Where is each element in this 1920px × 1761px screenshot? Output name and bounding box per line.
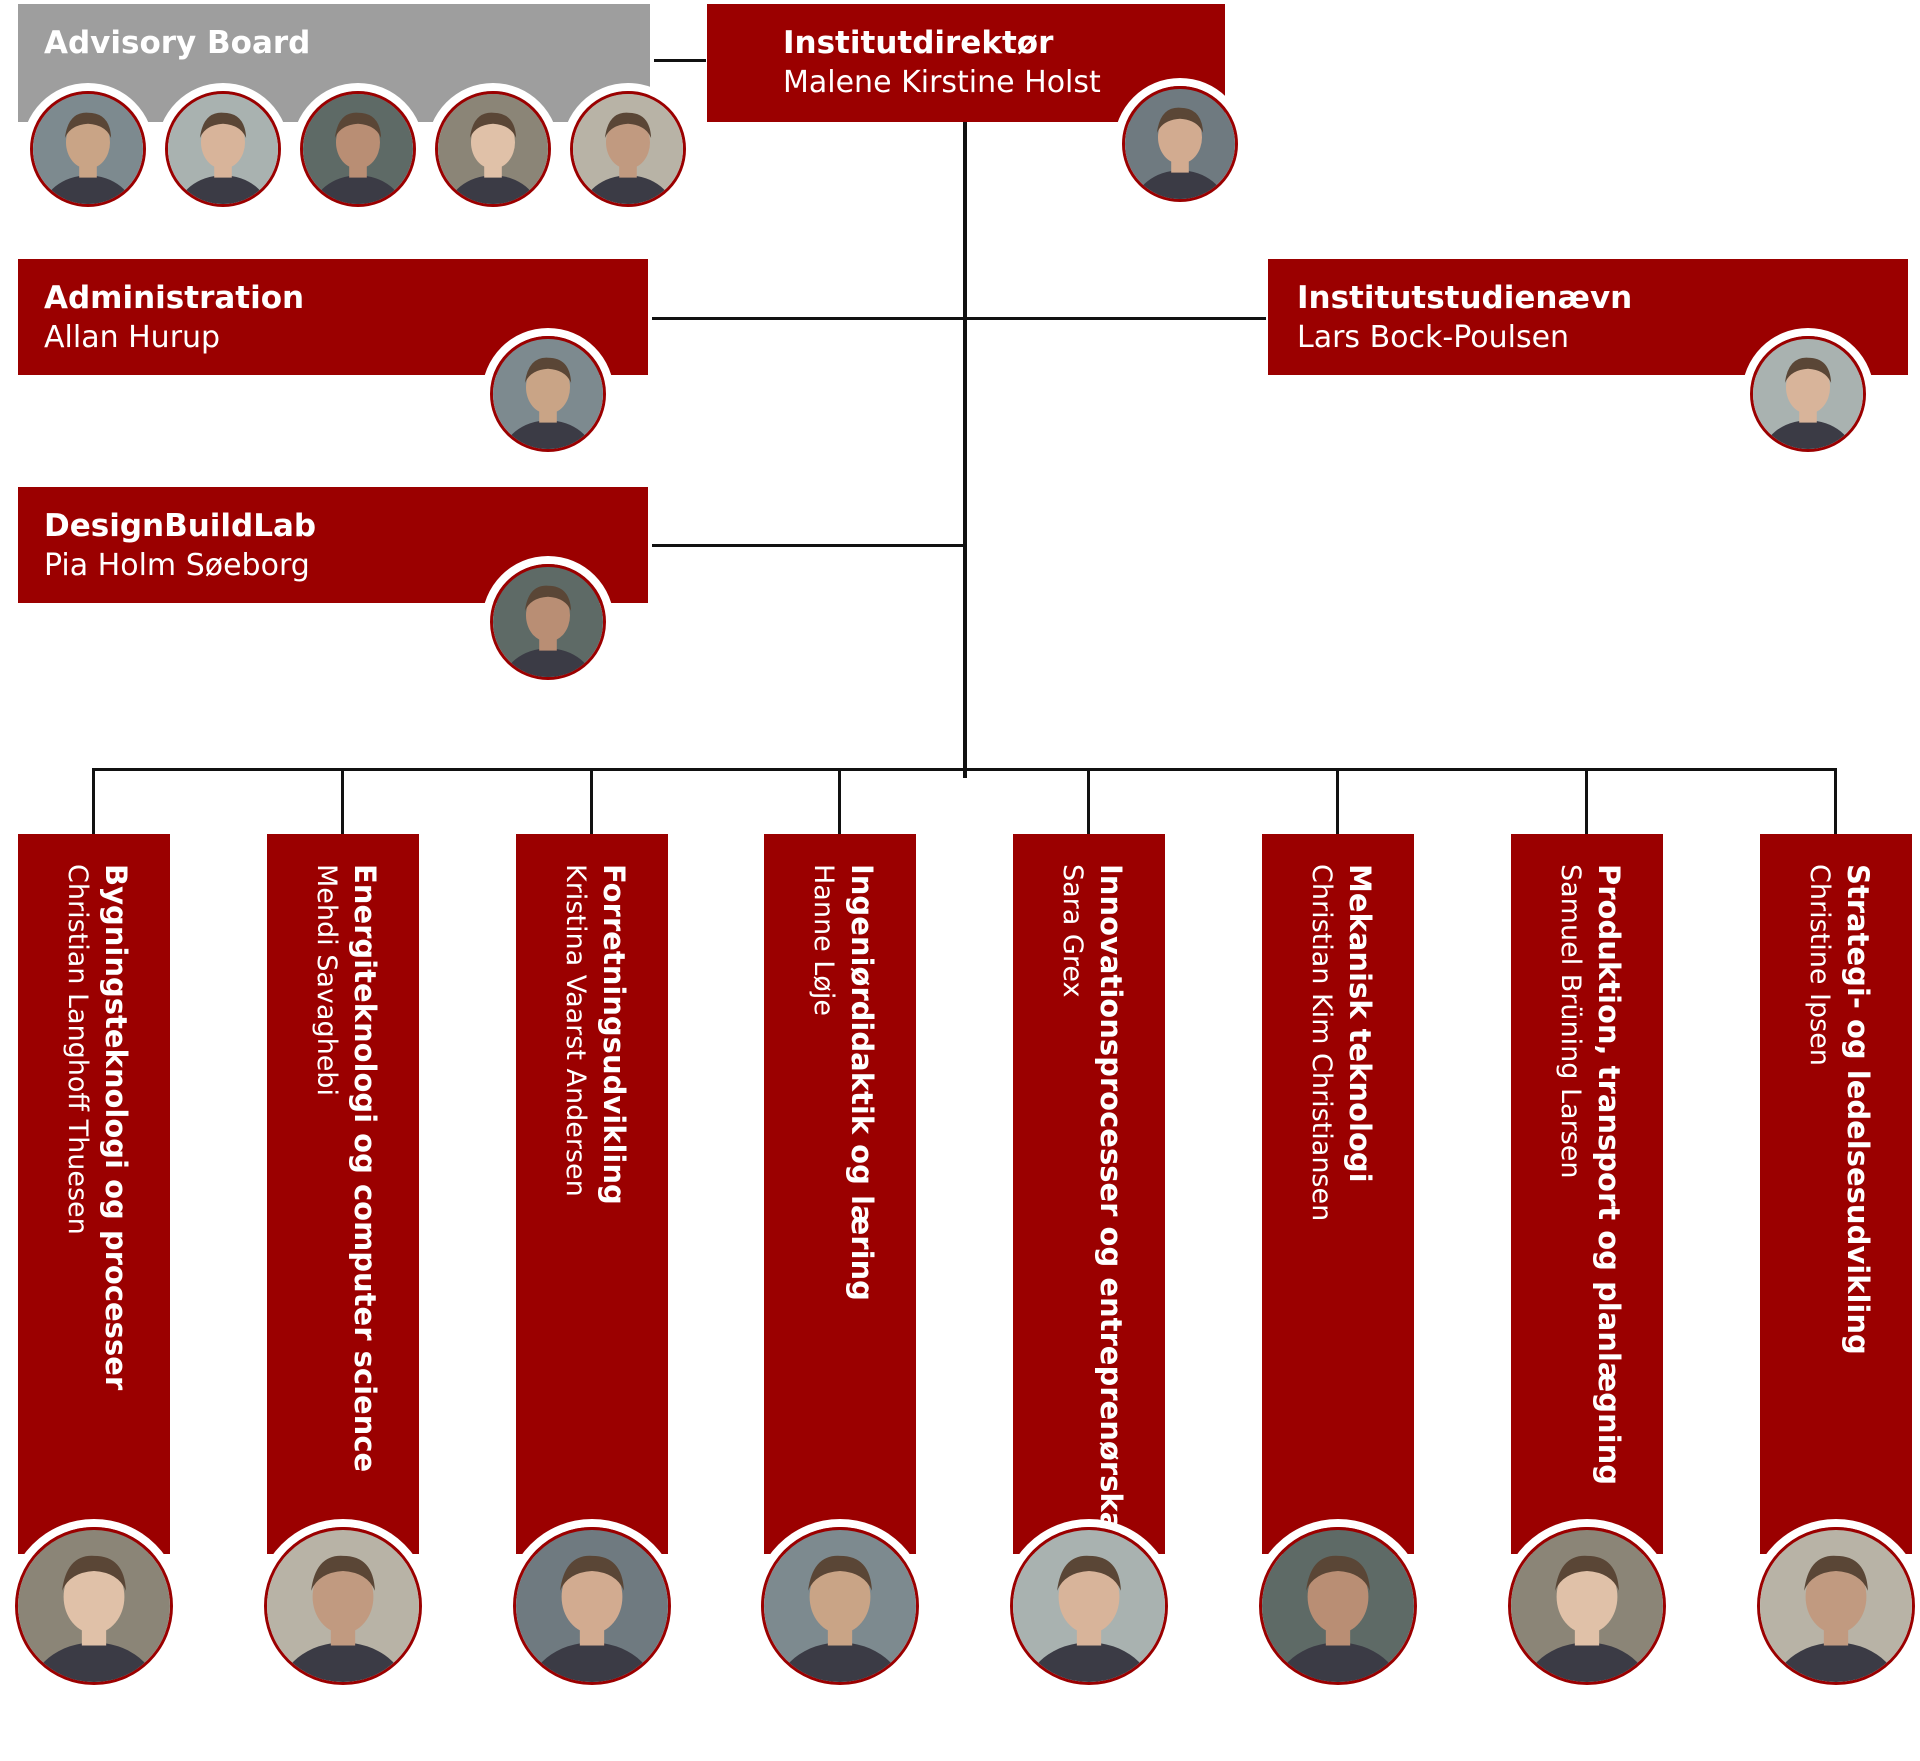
connector-drop-4 bbox=[838, 768, 841, 834]
section-head-name: Mehdi Savaghebi bbox=[311, 864, 342, 1096]
advisory-member-avatar-1 bbox=[30, 91, 146, 207]
administration-box: Administration Allan Hurup bbox=[18, 259, 648, 375]
advisory-member-avatar-4 bbox=[435, 91, 551, 207]
connector-drop-3 bbox=[590, 768, 593, 834]
person-silhouette-icon bbox=[516, 1530, 668, 1682]
connector-drop-5 bbox=[1087, 768, 1090, 834]
connector-administration bbox=[652, 317, 1266, 320]
section-avatar-8 bbox=[1757, 1527, 1915, 1685]
section-avatar-3 bbox=[513, 1527, 671, 1685]
designbuild-name: Pia Holm Søeborg bbox=[44, 548, 310, 583]
section-head-name: Christian Langhoff Thuesen bbox=[62, 864, 93, 1235]
section-avatar-7 bbox=[1508, 1527, 1666, 1685]
section-column-6: Mekanisk teknologi Christian Kim Christi… bbox=[1262, 834, 1414, 1554]
person-silhouette-icon bbox=[267, 1530, 419, 1682]
connector-advisory bbox=[654, 59, 706, 62]
person-silhouette-icon bbox=[1760, 1530, 1912, 1682]
section-column-2: Energiteknologi og computer science Mehd… bbox=[267, 834, 419, 1554]
section-column-4: Ingeniørdidaktik og læring Hanne Løje bbox=[764, 834, 916, 1554]
section-title: Forretningsudvikling bbox=[597, 864, 631, 1205]
section-title: Ingeniørdidaktik og læring bbox=[845, 864, 879, 1301]
connector-drop-6 bbox=[1336, 768, 1339, 834]
director-name: Malene Kirstine Holst bbox=[783, 65, 1101, 100]
designbuild-title: DesignBuildLab bbox=[44, 508, 317, 544]
section-column-1: Bygningsteknologi og processer Christian… bbox=[18, 834, 170, 1554]
section-column-7: Produktion, transport og planlægning Sam… bbox=[1511, 834, 1663, 1554]
person-silhouette-icon bbox=[1753, 339, 1863, 449]
administration-name: Allan Hurup bbox=[44, 320, 221, 355]
person-silhouette-icon bbox=[764, 1530, 916, 1682]
section-avatar-5 bbox=[1010, 1527, 1168, 1685]
connector-drop-1 bbox=[92, 768, 95, 834]
person-silhouette-icon bbox=[33, 94, 143, 204]
section-head-name: Sara Grex bbox=[1057, 864, 1088, 998]
director-box: Institutdirektør Malene Kirstine Holst bbox=[707, 4, 1225, 122]
section-column-3: Forretningsudvikling Kristina Vaarst And… bbox=[516, 834, 668, 1554]
section-column-8: Strategi- og ledelsesudvikling Christine… bbox=[1760, 834, 1912, 1554]
person-silhouette-icon bbox=[493, 567, 603, 677]
connector-drop-8 bbox=[1834, 768, 1837, 834]
section-head-name: Samuel Brüning Larsen bbox=[1555, 864, 1586, 1179]
section-head-name: Hanne Løje bbox=[808, 864, 839, 1016]
person-silhouette-icon bbox=[18, 1530, 170, 1682]
section-title: Mekanisk teknologi bbox=[1343, 864, 1377, 1183]
person-silhouette-icon bbox=[1511, 1530, 1663, 1682]
section-title: Innovationsprocesser og entreprenørskab bbox=[1094, 864, 1128, 1552]
section-avatar-6 bbox=[1259, 1527, 1417, 1685]
person-silhouette-icon bbox=[438, 94, 548, 204]
designbuild-box: DesignBuildLab Pia Holm Søeborg bbox=[18, 487, 648, 603]
person-silhouette-icon bbox=[1125, 89, 1235, 199]
studynaevn-name: Lars Bock-Poulsen bbox=[1297, 320, 1570, 355]
director-avatar bbox=[1122, 86, 1238, 202]
section-title: Strategi- og ledelsesudvikling bbox=[1841, 864, 1875, 1355]
section-title: Produktion, transport og planlægning bbox=[1592, 864, 1626, 1486]
person-silhouette-icon bbox=[168, 94, 278, 204]
advisory-board-title: Advisory Board bbox=[44, 25, 311, 61]
person-silhouette-icon bbox=[573, 94, 683, 204]
person-silhouette-icon bbox=[303, 94, 413, 204]
section-column-5: Innovationsprocesser og entreprenørskab … bbox=[1013, 834, 1165, 1554]
connector-drop-7 bbox=[1585, 768, 1588, 834]
person-silhouette-icon bbox=[493, 339, 603, 449]
director-title: Institutdirektør bbox=[783, 25, 1054, 61]
advisory-member-avatar-5 bbox=[570, 91, 686, 207]
section-avatar-2 bbox=[264, 1527, 422, 1685]
section-title: Bygningsteknologi og processer bbox=[99, 864, 133, 1391]
section-head-name: Kristina Vaarst Andersen bbox=[560, 864, 591, 1197]
connector-designbuild bbox=[652, 544, 963, 547]
section-avatar-1 bbox=[15, 1527, 173, 1685]
person-silhouette-icon bbox=[1013, 1530, 1165, 1682]
advisory-member-avatar-2 bbox=[165, 91, 281, 207]
section-head-name: Christian Kim Christiansen bbox=[1306, 864, 1337, 1222]
administration-avatar bbox=[490, 336, 606, 452]
person-silhouette-icon bbox=[1262, 1530, 1414, 1682]
administration-title: Administration bbox=[44, 280, 305, 316]
connector-drop-2 bbox=[341, 768, 344, 834]
section-avatar-4 bbox=[761, 1527, 919, 1685]
section-title: Energiteknologi og computer science bbox=[348, 864, 382, 1473]
connector-bus bbox=[92, 768, 1837, 771]
studynaevn-title: Institutstudienævn bbox=[1297, 280, 1633, 316]
studynaevn-avatar bbox=[1750, 336, 1866, 452]
designbuild-avatar bbox=[490, 564, 606, 680]
section-head-name: Christine Ipsen bbox=[1804, 864, 1835, 1066]
advisory-member-avatar-3 bbox=[300, 91, 416, 207]
connector-trunk bbox=[963, 122, 967, 778]
